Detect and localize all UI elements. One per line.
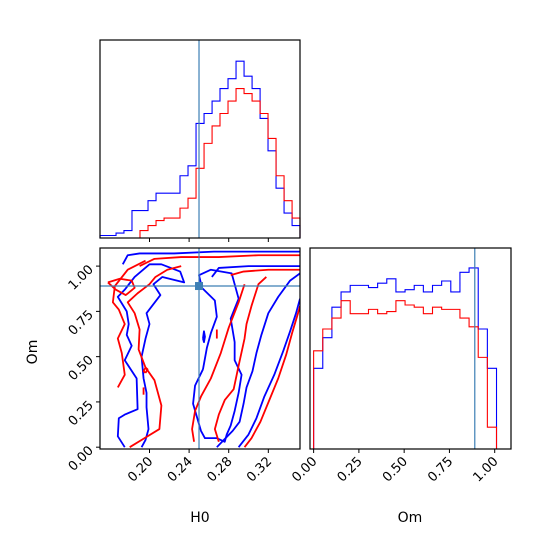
contour-red-line-5 xyxy=(213,276,267,443)
x-axis-label-om: Om xyxy=(398,510,423,526)
histogram-h0-red-line xyxy=(100,88,301,239)
contour-xtick-label: 0.24 xyxy=(165,454,196,485)
contour-red-line-3 xyxy=(126,265,182,448)
histogram-h0-xticks xyxy=(149,238,269,242)
contour-red-line-2 xyxy=(107,277,136,296)
histogram-om-series xyxy=(313,267,498,449)
contour-blue-line-4 xyxy=(237,298,300,448)
contour-xticks: 0.20 0.24 0.28 0.32 xyxy=(125,449,275,485)
contour-ytick-label: 0.25 xyxy=(66,398,97,429)
x-axis-label-h0: H0 xyxy=(190,510,209,526)
contour-blue-line-6 xyxy=(116,263,186,448)
histogram-om-xtick-label: 0.00 xyxy=(289,454,320,485)
histogram-om-red-line xyxy=(313,300,498,449)
histogram-om-panel: 0.00 0.25 0.50 0.75 1.00 Om xyxy=(289,247,512,526)
contour-red-line-7 xyxy=(243,305,300,448)
contour-frame xyxy=(99,247,301,450)
histogram-h0-panel xyxy=(99,39,301,242)
contour-red-line-6 xyxy=(191,283,246,442)
histogram-om-blue-line xyxy=(313,267,498,449)
histogram-om-xtick-label: 0.50 xyxy=(380,454,411,485)
histogram-om-xtick-label: 1.00 xyxy=(470,454,501,485)
contour-xtick-label: 0.20 xyxy=(125,454,156,485)
contour-h0-om-panel: 0.20 0.24 0.28 0.32 0.00 0.25 0.50 0.75 1.00 H0… xyxy=(25,247,301,526)
contour-ytick-label: 0.00 xyxy=(66,443,97,474)
histogram-h0-blue-line xyxy=(99,60,301,238)
contour-red-line-1 xyxy=(230,268,300,277)
histogram-om-frame xyxy=(309,247,512,450)
contour-blue-line-0 xyxy=(121,250,300,265)
contour-xtick-label: 0.28 xyxy=(204,454,235,485)
contour-xtick-label: 0.32 xyxy=(244,454,275,485)
truth-marker xyxy=(195,282,204,291)
contour-blue-line-2 xyxy=(192,268,243,443)
histogram-om-xtick-label: 0.75 xyxy=(425,454,456,485)
contour-blue-line-5 xyxy=(202,330,206,344)
contour-blue-line-1 xyxy=(211,265,300,278)
contour-red-line-0 xyxy=(139,254,300,267)
contour-red-line-4 xyxy=(111,259,146,388)
contour-series xyxy=(107,250,300,448)
contour-yticks: 0.00 0.25 0.50 0.75 1.00 xyxy=(66,262,100,474)
histogram-om-xtick-label: 0.25 xyxy=(335,454,366,485)
histogram-h0-series xyxy=(99,60,301,239)
histogram-om-xticks: 0.00 0.25 0.50 0.75 1.00 xyxy=(289,449,502,485)
contour-ytick-label: 0.75 xyxy=(66,308,97,339)
contour-red-line-9 xyxy=(142,366,149,374)
contour-ytick-label: 1.00 xyxy=(66,262,97,293)
histogram-h0-frame xyxy=(99,39,301,239)
y-axis-label-om: Om xyxy=(25,340,41,365)
contour-ytick-label: 0.50 xyxy=(66,353,97,384)
contour-blue-line-3 xyxy=(216,272,300,448)
